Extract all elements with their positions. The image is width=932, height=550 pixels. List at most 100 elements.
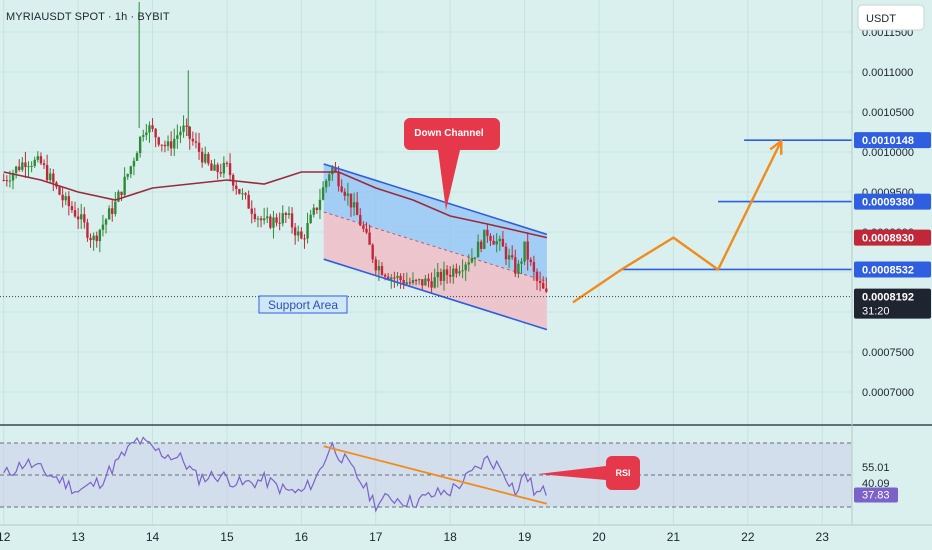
candle <box>138 136 142 154</box>
candle <box>290 213 294 228</box>
candle <box>160 144 164 146</box>
time-tick-label: 21 <box>667 530 681 544</box>
candle <box>2 180 5 181</box>
candle <box>256 218 260 220</box>
candle <box>266 216 269 219</box>
candle <box>402 280 405 285</box>
candle <box>526 241 529 260</box>
candle <box>269 216 272 228</box>
candle <box>14 166 18 173</box>
candle <box>154 128 157 138</box>
candle <box>86 222 89 238</box>
candle <box>207 153 210 164</box>
candle <box>445 269 449 275</box>
currency-button[interactable]: USDT <box>857 4 925 31</box>
chart-title: MYRIAUSDT SPOT · 1h · BYBIT <box>6 11 170 23</box>
time-tick-label: 12 <box>0 530 11 544</box>
candle <box>318 199 322 210</box>
price-tag-value: 0.0010148 <box>862 135 914 147</box>
candle <box>67 196 71 207</box>
candle <box>541 282 545 289</box>
candle <box>501 238 505 247</box>
candle <box>191 138 195 142</box>
candle <box>21 162 24 170</box>
candle <box>114 201 117 214</box>
candle <box>433 277 436 288</box>
time-tick-label: 14 <box>146 530 160 544</box>
price-tag-value: 0.0008192 <box>862 292 914 304</box>
candle <box>49 173 52 181</box>
moving-average <box>3 171 548 239</box>
candle <box>520 261 523 264</box>
time-tick-label: 23 <box>816 530 830 544</box>
candle <box>483 229 486 249</box>
candle <box>5 180 9 182</box>
price-tick-label: 0.0010000 <box>862 147 914 159</box>
candle <box>365 228 368 233</box>
candle <box>309 214 312 224</box>
price-tag-ma <box>854 229 931 246</box>
candle <box>293 227 297 236</box>
candle <box>359 214 362 226</box>
candle <box>507 255 511 260</box>
projection-path <box>572 139 783 304</box>
candle <box>36 156 40 160</box>
rsi-callout-label: RSI <box>615 468 630 478</box>
candle <box>430 281 433 288</box>
candle <box>95 235 98 242</box>
candle <box>27 166 30 168</box>
candle <box>393 277 396 279</box>
channel-middle-line <box>323 211 548 283</box>
candle <box>424 278 427 286</box>
rsi-trend-line <box>323 445 548 505</box>
candle <box>399 275 402 281</box>
candle <box>334 167 337 172</box>
price-tag-value: 0.0009380 <box>862 197 914 209</box>
candle <box>535 271 539 281</box>
time-tick-label: 15 <box>220 530 234 544</box>
candle <box>250 208 253 214</box>
candle <box>523 241 526 262</box>
candle <box>151 125 154 129</box>
candle <box>45 165 49 181</box>
candle <box>417 279 421 281</box>
candle <box>355 202 359 215</box>
candle <box>510 255 514 258</box>
candle <box>120 191 123 196</box>
down-channel-fill <box>323 164 547 330</box>
candle <box>163 144 167 147</box>
candle <box>272 217 275 228</box>
candle <box>101 224 105 230</box>
candle <box>197 142 201 152</box>
candle <box>448 274 452 277</box>
candle <box>368 232 371 245</box>
candle <box>238 189 241 194</box>
price-tick-label: 0.0011000 <box>862 67 913 79</box>
candle <box>352 202 356 208</box>
price-tag-value: 0.0008930 <box>862 233 914 245</box>
candle <box>442 269 446 281</box>
candle <box>455 268 458 274</box>
candle <box>362 225 365 229</box>
candle <box>312 207 315 215</box>
currency-label: USDT <box>866 13 896 25</box>
candle <box>83 214 86 223</box>
candle <box>517 263 520 274</box>
time-tick-label: 17 <box>369 530 383 544</box>
candle <box>129 166 133 175</box>
candle <box>303 238 306 240</box>
price-tags: 0.0010148 0.0009380 0.0008930 0.0008532 0.00… <box>854 132 931 319</box>
candle <box>70 206 74 211</box>
candle <box>284 213 288 215</box>
candle <box>148 125 151 133</box>
moving-average-line <box>3 171 548 239</box>
candle <box>135 153 139 161</box>
candle <box>386 276 390 280</box>
candles <box>2 2 548 294</box>
candle <box>219 172 222 174</box>
support-area-label: Support Area <box>258 295 348 314</box>
candle <box>545 288 548 292</box>
candle <box>390 277 393 280</box>
candle <box>259 218 263 221</box>
